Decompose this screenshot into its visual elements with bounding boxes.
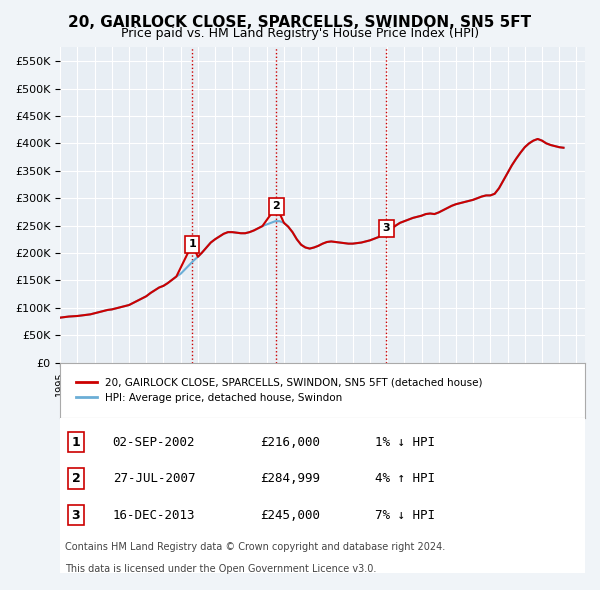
Text: This data is licensed under the Open Government Licence v3.0.: This data is licensed under the Open Gov…	[65, 564, 377, 574]
Text: 3: 3	[383, 223, 390, 233]
Text: £284,999: £284,999	[260, 472, 320, 485]
Text: 4% ↑ HPI: 4% ↑ HPI	[375, 472, 435, 485]
Text: 2: 2	[71, 472, 80, 485]
Text: £216,000: £216,000	[260, 435, 320, 448]
Text: 27-JUL-2007: 27-JUL-2007	[113, 472, 195, 485]
Text: 1: 1	[71, 435, 80, 448]
Legend: 20, GAIRLOCK CLOSE, SPARCELLS, SWINDON, SN5 5FT (detached house), HPI: Average p: 20, GAIRLOCK CLOSE, SPARCELLS, SWINDON, …	[71, 372, 488, 408]
Text: 16-DEC-2013: 16-DEC-2013	[113, 509, 195, 522]
Text: Contains HM Land Registry data © Crown copyright and database right 2024.: Contains HM Land Registry data © Crown c…	[65, 542, 446, 552]
Text: 7% ↓ HPI: 7% ↓ HPI	[375, 509, 435, 522]
Text: 1% ↓ HPI: 1% ↓ HPI	[375, 435, 435, 448]
Text: 02-SEP-2002: 02-SEP-2002	[113, 435, 195, 448]
Text: £245,000: £245,000	[260, 509, 320, 522]
Text: 3: 3	[71, 509, 80, 522]
Text: 1: 1	[188, 239, 196, 249]
Text: 2: 2	[272, 201, 280, 211]
Text: 20, GAIRLOCK CLOSE, SPARCELLS, SWINDON, SN5 5FT: 20, GAIRLOCK CLOSE, SPARCELLS, SWINDON, …	[68, 15, 532, 30]
Text: Price paid vs. HM Land Registry's House Price Index (HPI): Price paid vs. HM Land Registry's House …	[121, 27, 479, 40]
